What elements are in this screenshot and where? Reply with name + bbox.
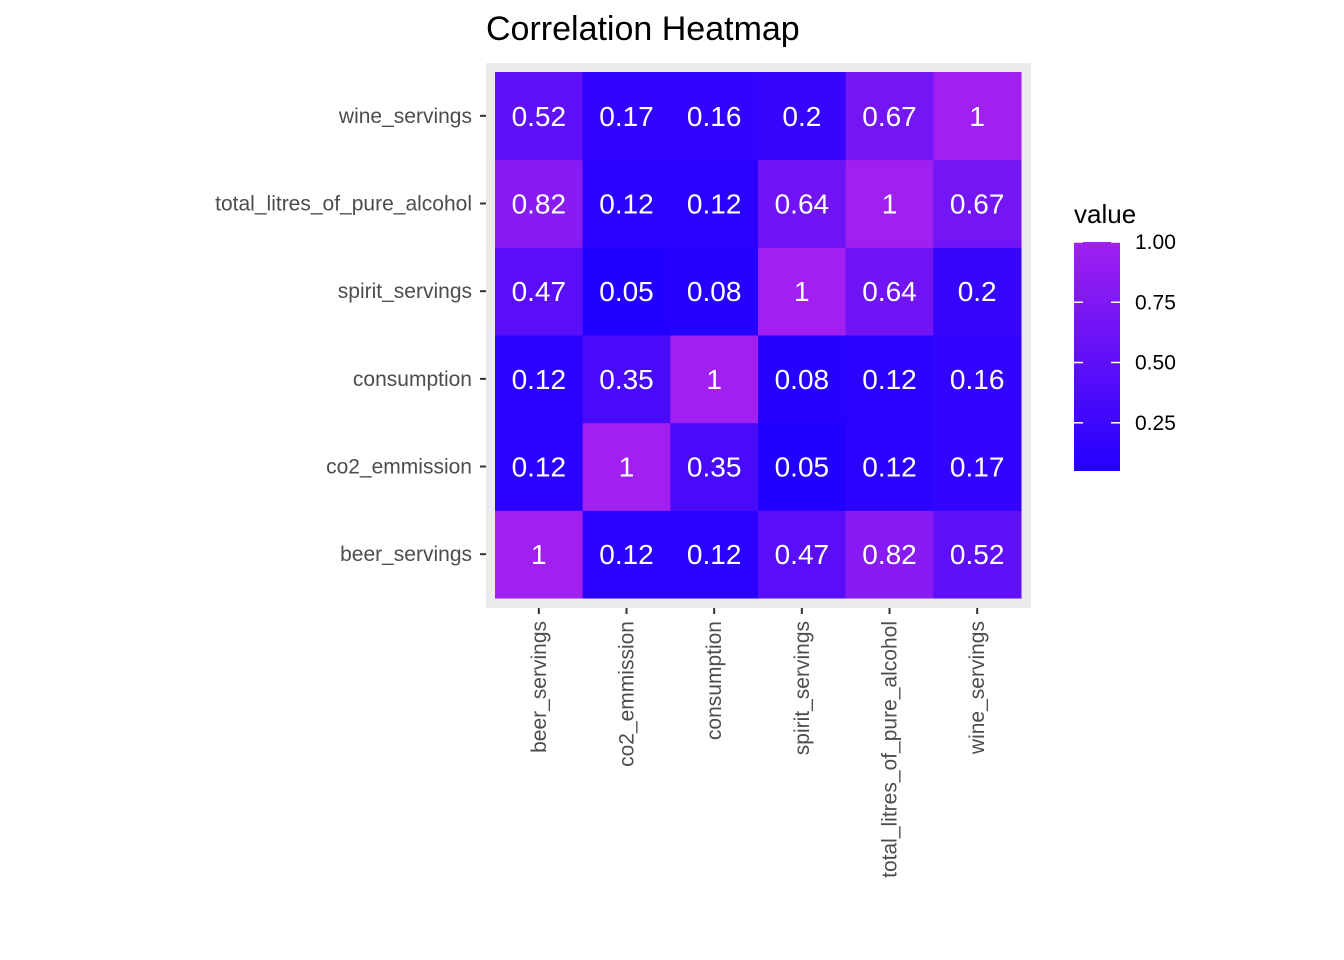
cell-value-label: 0.67 xyxy=(862,101,917,132)
heatmap-cell xyxy=(495,422,584,511)
cell-value-label: 0.12 xyxy=(512,452,567,483)
cell-value-label: 0.12 xyxy=(599,539,654,570)
y-tick-label: co2_emmission xyxy=(326,456,472,479)
legend-ticks: 1.00 0.75 0.50 0.25 xyxy=(1074,231,1176,435)
heatmap-cell xyxy=(758,422,847,511)
cell-value-label: 1 xyxy=(531,539,547,570)
heatmap-cell xyxy=(670,335,759,424)
cell-value-label: 0.05 xyxy=(599,276,654,307)
legend-tick-label: 0.25 xyxy=(1135,412,1176,435)
x-axis: beer_servings co2_emmission consumption spi… xyxy=(528,608,989,878)
legend-colorbar xyxy=(1074,242,1120,471)
x-tick-label: total_litres_of_pure_alcohol xyxy=(879,621,902,878)
legend-tick-label: 1.00 xyxy=(1135,231,1176,254)
heatmap-cell xyxy=(933,247,1022,336)
heatmap-cells xyxy=(495,72,1022,599)
heatmap-cell xyxy=(582,247,671,336)
y-tick-label: wine_servings xyxy=(338,105,472,128)
heatmap-cell xyxy=(845,247,934,336)
heatmap-cell xyxy=(582,510,671,599)
cell-value-label: 0.2 xyxy=(782,101,821,132)
cell-value-label: 0.47 xyxy=(512,276,567,307)
heatmap-cell xyxy=(495,159,584,248)
cell-value-label: 0.05 xyxy=(775,452,830,483)
heatmap-cell xyxy=(495,247,584,336)
heatmap-cell xyxy=(845,510,934,599)
heatmap-cell xyxy=(758,247,847,336)
cell-value-label: 0.12 xyxy=(512,364,567,395)
heatmap-cell xyxy=(495,72,584,161)
cell-value-label: 0.35 xyxy=(599,364,654,395)
cell-value-label: 0.12 xyxy=(862,364,917,395)
heatmap-cell-labels: 1 0.12 0.12 0.47 0.82 0.52 0.12 1 0.35 0.05 0.12 0.… xyxy=(512,101,1005,570)
heatmap-cell xyxy=(670,422,759,511)
y-tick-label: total_litres_of_pure_alcohol xyxy=(215,193,472,216)
heatmap-cell xyxy=(933,72,1022,161)
chart-title: Correlation Heatmap xyxy=(486,10,800,48)
cell-value-label: 1 xyxy=(882,189,898,220)
x-tick-label: co2_emmission xyxy=(616,621,639,767)
cell-value-label: 0.52 xyxy=(512,101,567,132)
heatmap-cell xyxy=(670,72,759,161)
heatmap-cell xyxy=(758,335,847,424)
cell-value-label: 0.52 xyxy=(950,539,1005,570)
cell-value-label: 0.35 xyxy=(687,452,742,483)
cell-value-label: 1 xyxy=(619,452,635,483)
cell-value-label: 0.17 xyxy=(950,452,1005,483)
heatmap-cell xyxy=(495,510,584,599)
x-tick-label: wine_servings xyxy=(966,621,989,755)
heatmap-cell xyxy=(670,159,759,248)
heatmap-cell xyxy=(670,247,759,336)
cell-value-label: 0.64 xyxy=(775,189,830,220)
cell-value-label: 0.17 xyxy=(599,101,654,132)
cell-value-label: 0.82 xyxy=(512,189,567,220)
x-tick-label: consumption xyxy=(703,621,726,740)
cell-value-label: 0.64 xyxy=(862,276,917,307)
legend-tick-label: 0.75 xyxy=(1135,291,1176,314)
heatmap-cell xyxy=(758,72,847,161)
heatmap-cell xyxy=(582,335,671,424)
heatmap-cell xyxy=(933,422,1022,511)
y-axis: beer_servings co2_emmission consumption spi… xyxy=(215,105,486,566)
heatmap-cell xyxy=(582,422,671,511)
x-tick-label: beer_servings xyxy=(528,621,551,753)
cell-value-label: 1 xyxy=(969,101,985,132)
legend-title: value xyxy=(1074,199,1136,229)
color-legend: value 1.00 0.75 0.50 0.25 xyxy=(1074,199,1176,471)
y-tick-label: consumption xyxy=(353,368,472,391)
cell-value-label: 0.16 xyxy=(950,364,1005,395)
cell-value-label: 1 xyxy=(706,364,722,395)
heatmap-cell xyxy=(582,72,671,161)
x-tick-label: spirit_servings xyxy=(791,621,814,755)
heatmap-cell xyxy=(845,335,934,424)
heatmap-cell xyxy=(495,335,584,424)
heatmap-cell xyxy=(933,335,1022,424)
cell-value-label: 1 xyxy=(794,276,810,307)
y-tick-label: beer_servings xyxy=(340,543,472,566)
cell-value-label: 0.08 xyxy=(687,276,742,307)
cell-value-label: 0.12 xyxy=(599,189,654,220)
legend-tick-label: 0.50 xyxy=(1135,352,1176,375)
cell-value-label: 0.08 xyxy=(775,364,830,395)
cell-value-label: 0.2 xyxy=(958,276,997,307)
heatmap-cell xyxy=(845,72,934,161)
heatmap-cell xyxy=(758,159,847,248)
heatmap-cell xyxy=(933,510,1022,599)
cell-value-label: 0.47 xyxy=(775,539,830,570)
heatmap-cell xyxy=(933,159,1022,248)
cell-value-label: 0.12 xyxy=(687,189,742,220)
heatmap-cell xyxy=(845,422,934,511)
cell-value-label: 0.12 xyxy=(862,452,917,483)
cell-value-label: 0.82 xyxy=(862,539,917,570)
heatmap-cell xyxy=(758,510,847,599)
y-tick-label: spirit_servings xyxy=(338,280,472,303)
cell-value-label: 0.12 xyxy=(687,539,742,570)
heatmap-cell xyxy=(582,159,671,248)
heatmap-cell xyxy=(670,510,759,599)
cell-value-label: 0.67 xyxy=(950,189,1005,220)
heatmap-cell xyxy=(845,159,934,248)
cell-value-label: 0.16 xyxy=(687,101,742,132)
